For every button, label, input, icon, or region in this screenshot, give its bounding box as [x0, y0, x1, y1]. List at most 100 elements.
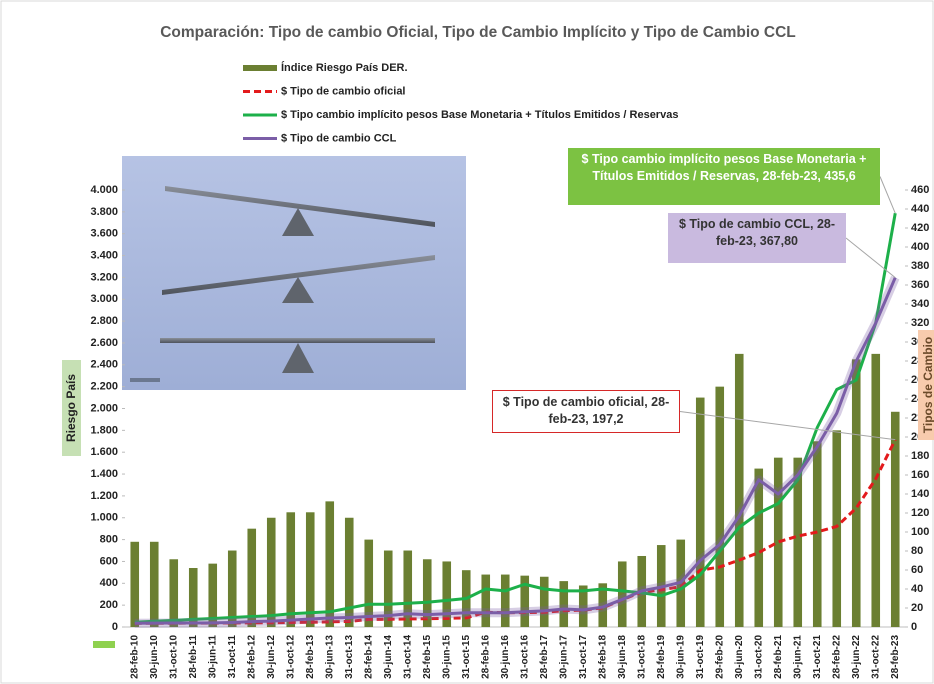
annotation: $ Tipo cambio implícito pesos Base Monet… — [568, 148, 880, 205]
x-tick-label: 31-oct-21 — [812, 635, 823, 679]
x-tick-label: 31-oct-18 — [636, 635, 647, 679]
x-tick-label: 30-jun-17 — [558, 635, 569, 679]
bar — [247, 529, 256, 627]
bar — [715, 387, 724, 627]
x-tick-label: 30-jun-12 — [266, 635, 277, 679]
y-tick-label: 1.800 — [90, 424, 118, 436]
y2-tick-label: 0 — [911, 621, 917, 633]
x-tick-label: 31-oct-17 — [578, 635, 589, 679]
x-tick-label: 28-feb-22 — [831, 635, 842, 679]
y-tick-label: 4.000 — [90, 184, 118, 196]
legend-label: Índice Riesgo País DER. — [281, 61, 408, 74]
x-tick-label: 28-feb-18 — [597, 635, 608, 679]
legend-swatch — [243, 65, 277, 71]
bar — [540, 577, 549, 627]
y-tick-label: 800 — [100, 534, 118, 546]
x-tick-label: 30-jun-15 — [441, 635, 452, 679]
bar — [228, 551, 237, 627]
x-tick-label: 28-feb-17 — [539, 635, 550, 679]
x-tick-label: 30-jun-18 — [617, 635, 628, 679]
bar — [306, 512, 315, 627]
bar — [150, 542, 159, 627]
y-tick-label: 3.200 — [90, 271, 118, 283]
x-tick-label: 30-jun-14 — [383, 635, 394, 679]
y-tick-label: 200 — [100, 599, 118, 611]
leader-line — [880, 177, 895, 214]
bar — [345, 518, 354, 627]
y-tick-label: 2.400 — [90, 359, 118, 371]
y2-tick-label: 120 — [911, 507, 929, 519]
page: Comparación: Tipo de cambio Oficial, Tip… — [0, 0, 934, 684]
y2-tick-label: 160 — [911, 469, 929, 481]
x-tick-label: 30-jun-10 — [149, 635, 160, 679]
x-tick-label: 28-feb-19 — [656, 635, 667, 679]
y-tick-label: 400 — [100, 577, 118, 589]
y-tick-label: 2.600 — [90, 337, 118, 349]
y2-tick-label: 60 — [911, 564, 923, 576]
x-tick-label: 28-feb-12 — [246, 635, 257, 679]
y2-tick-label: 100 — [911, 526, 929, 538]
x-tick-label: 31-oct-20 — [753, 635, 764, 679]
legend-key-swatch — [93, 641, 115, 648]
legend-label: $ Tipo de cambio oficial — [281, 85, 406, 97]
legend-label: $ Tipo de cambio CCL — [281, 132, 397, 144]
y2-tick-label: 380 — [911, 260, 929, 272]
x-tick-label: 31-oct-14 — [402, 635, 413, 679]
bar — [481, 575, 490, 627]
bar — [559, 581, 568, 627]
x-tick-label: 31-oct-10 — [168, 635, 179, 679]
x-tick-label: 28-feb-21 — [773, 635, 784, 679]
x-tick-label: 28-feb-10 — [129, 635, 140, 679]
y-tick-label: 2.800 — [90, 315, 118, 327]
x-tick-label: 31-oct-13 — [344, 635, 355, 679]
y-tick-label: 0 — [112, 621, 118, 633]
y2-tick-label: 40 — [911, 583, 923, 595]
x-tick-label: 28-feb-16 — [480, 635, 491, 679]
y2-tick-label: 180 — [911, 450, 929, 462]
x-tick-label: 28-feb-15 — [422, 635, 433, 679]
x-tick-label: 30-jun-13 — [324, 635, 335, 679]
y2-axis-label: Tipos de Cambio — [921, 337, 934, 433]
y2-tick-label: 360 — [911, 279, 929, 291]
bar — [130, 542, 139, 627]
bar — [852, 359, 861, 627]
y-tick-label: 2.200 — [90, 381, 118, 393]
legend: Índice Riesgo País DER. $ Tipo de cambio … — [243, 61, 678, 145]
x-tick-label: 30-jun-22 — [851, 635, 862, 679]
y-tick-label: 600 — [100, 555, 118, 567]
inset-image — [122, 156, 466, 390]
y2-tick-label: 400 — [911, 241, 929, 253]
chart-title: Comparación: Tipo de cambio Oficial, Tip… — [160, 24, 796, 41]
y2-tick-label: 440 — [911, 203, 929, 215]
y-tick-label: 2.000 — [90, 402, 118, 414]
x-tick-label: 29-feb-20 — [714, 635, 725, 679]
y-tick-label: 1.200 — [90, 490, 118, 502]
y2-tick-label: 340 — [911, 298, 929, 310]
x-tick-label: 31-oct-11 — [227, 635, 238, 679]
bar — [286, 512, 295, 627]
bar — [735, 354, 744, 627]
annotation: $ Tipo de cambio oficial, 28-feb-23, 197… — [492, 390, 680, 433]
y-axis-label: Riesgo País — [64, 374, 78, 442]
y-tick-label: 3.800 — [90, 206, 118, 218]
y2-tick-label: 20 — [911, 602, 923, 614]
bar — [696, 398, 705, 627]
x-tick-label: 30-jun-21 — [792, 635, 803, 679]
bar — [871, 354, 880, 627]
y-tick-label: 1.600 — [90, 446, 118, 458]
annotation: $ Tipo de cambio CCL, 28-feb-23, 367,80 — [668, 213, 846, 263]
y2-tick-label: 420 — [911, 222, 929, 234]
x-tick-label: 28-feb-11 — [188, 635, 199, 679]
x-tick-label: 31-oct-22 — [870, 635, 881, 679]
leader-line — [680, 412, 895, 440]
x-tick-label: 31-oct-15 — [461, 635, 472, 679]
y-tick-label: 3.600 — [90, 228, 118, 240]
y-tick-label: 3.000 — [90, 293, 118, 305]
x-tick-label: 30-jun-20 — [734, 635, 745, 679]
bar — [169, 559, 178, 627]
x-tick-label: 31-oct-19 — [695, 635, 706, 679]
bar — [501, 575, 510, 627]
y-tick-label: 1.000 — [90, 512, 118, 524]
y2-tick-label: 320 — [911, 317, 929, 329]
legend-label: $ Tipo cambio implícito pesos Base Monet… — [281, 109, 678, 121]
